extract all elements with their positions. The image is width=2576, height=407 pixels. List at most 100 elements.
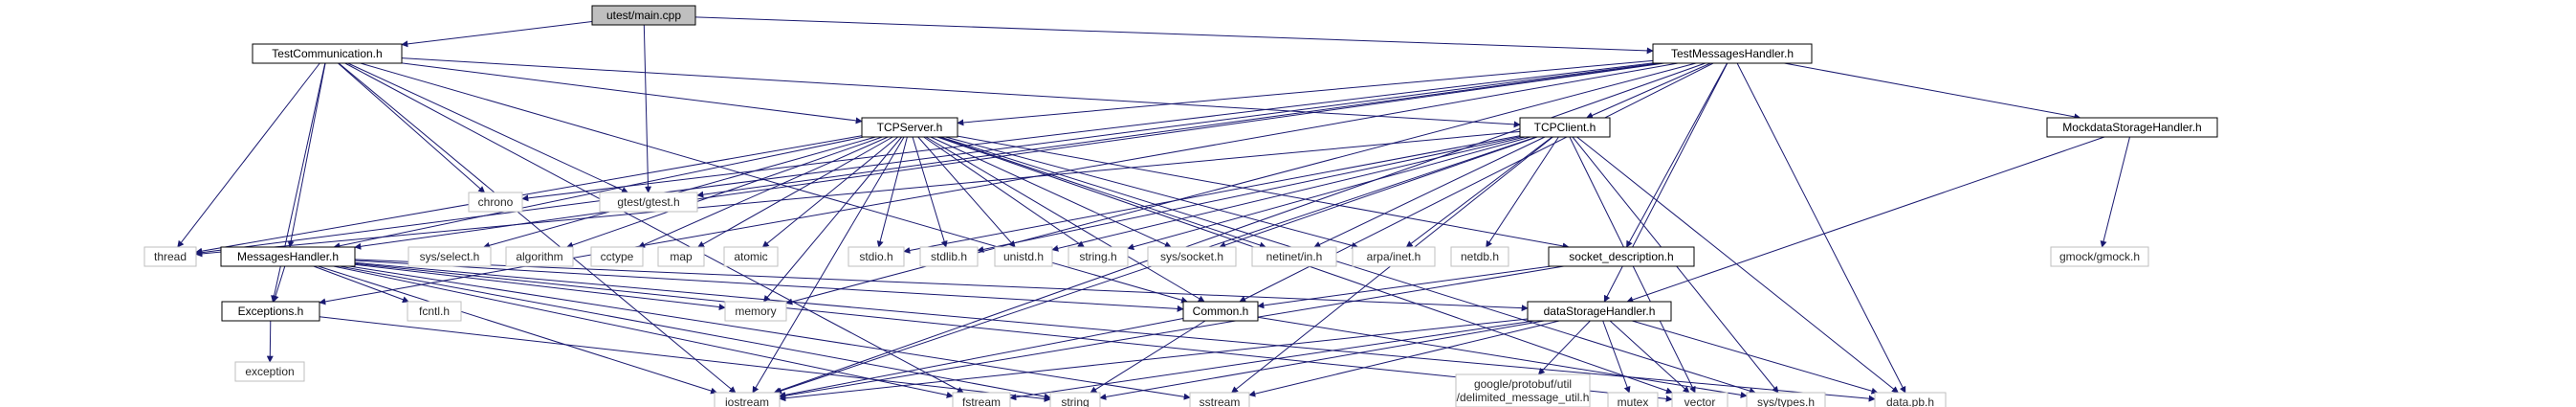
node-socketdesc[interactable]: socket_description.h — [1548, 246, 1695, 267]
node-box-tcpserver — [861, 117, 958, 138]
node-box-atomic — [723, 246, 779, 267]
node-testmsg[interactable]: TestMessagesHandler.h — [1652, 43, 1813, 64]
node-box-fcntl — [407, 301, 462, 322]
node-cctype: cctype — [590, 246, 644, 267]
node-label-arpainet: arpa/inet.h — [1367, 250, 1421, 263]
edge-tcpserver-to-socketdesc — [957, 135, 1570, 250]
node-box-exceptions — [221, 301, 320, 322]
node-common[interactable]: Common.h — [1182, 301, 1259, 322]
edge-tcpserver-to-iostream — [752, 136, 905, 394]
edge-datastorage-to-fstream — [1009, 320, 1535, 401]
edge-datastorage-to-mutex — [1602, 320, 1631, 394]
edge-testmsg-to-tcpserver — [957, 59, 1654, 126]
edge-tcpserver-to-memory — [762, 136, 902, 303]
node-systypes: sys/types.h — [1746, 392, 1826, 407]
node-testcomm[interactable]: TestCommunication.h — [252, 43, 403, 64]
edge-main-to-gtest — [643, 24, 652, 193]
node-label-common: Common.h — [1193, 305, 1249, 318]
node-box-datapb — [1874, 392, 1947, 407]
node-string_h: string.h — [1068, 246, 1129, 267]
node-label-iostream: iostream — [725, 396, 769, 407]
node-thread: thread — [143, 246, 197, 267]
edge-tcpserver-to-msghandler — [333, 136, 865, 250]
node-atomic: atomic — [723, 246, 779, 267]
node-label-algorithm: algorithm — [516, 250, 562, 263]
node-box-main — [591, 5, 696, 26]
edge-testcomm-to-fstream — [344, 62, 964, 394]
node-box-msghandler — [220, 246, 356, 267]
node-label-stdlib: stdlib.h — [931, 250, 967, 263]
node-box-sstream — [1189, 392, 1250, 407]
node-map: map — [657, 246, 705, 267]
node-label-mutex: mutex — [1618, 396, 1649, 407]
node-label-testcomm: TestCommunication.h — [272, 47, 382, 60]
node-main[interactable]: utest/main.cpp — [591, 5, 696, 26]
node-box-exception — [234, 361, 305, 382]
node-box-testcomm — [252, 43, 403, 64]
edge-testmsg-to-datapb — [1736, 62, 1906, 394]
node-box-netdb — [1450, 246, 1509, 267]
edge-testcomm-to-tcpserver — [401, 62, 863, 124]
node-label-systypes: sys/types.h — [1757, 396, 1815, 407]
node-label-sstream: sstream — [1200, 396, 1241, 407]
edge-testcomm-to-chrono — [338, 62, 486, 193]
edge-datastorage-to-datapb — [1632, 320, 1879, 395]
edge-msghandler-to-vector — [354, 262, 1673, 402]
edge-msghandler-to-fstream — [333, 265, 954, 398]
node-label-map: map — [670, 250, 693, 263]
node-label-datapb: data.pb.h — [1886, 396, 1934, 407]
node-label-sysselect: sys/select.h — [420, 250, 480, 263]
node-datastorage[interactable]: dataStorageHandler.h — [1527, 301, 1672, 322]
node-box-sysselect — [407, 246, 492, 267]
node-label-msghandler: MessagesHandler.h — [237, 250, 339, 263]
edge-tcpclient-to-thread — [195, 130, 1521, 258]
node-box-algorithm — [505, 246, 574, 267]
edge-testmsg-to-gtest — [696, 62, 1662, 198]
edge-tcpclient-to-stdlib — [977, 136, 1521, 253]
node-label-netdb: netdb.h — [1461, 250, 1499, 263]
edge-main-to-testmsg — [694, 16, 1654, 55]
edge-tcpclient-to-arpainet — [1405, 136, 1553, 248]
edge-msghandler-to-sstream — [349, 265, 1191, 400]
edge-msghandler-to-exceptions — [272, 265, 286, 303]
node-exceptions[interactable]: Exceptions.h — [221, 301, 320, 322]
node-datapb: data.pb.h — [1874, 392, 1947, 407]
node-tcpclient[interactable]: TCPClient.h — [1519, 117, 1611, 138]
node-label-unistd: unistd.h — [1003, 250, 1044, 263]
node-gmock: gmock/gmock.h — [2050, 246, 2149, 267]
edge-testcomm-to-gtest — [347, 62, 628, 193]
node-box-map — [657, 246, 705, 267]
edge-tcpclient-to-stdio — [903, 135, 1521, 254]
node-label-netinet: netinet/in.h — [1266, 250, 1323, 263]
node-label-exceptions: Exceptions.h — [238, 305, 304, 318]
node-protobuf: google/protobuf/util/delimited_message_u… — [1455, 373, 1591, 407]
node-box-vector — [1671, 392, 1728, 407]
node-stdlib: stdlib.h — [919, 246, 979, 267]
edge-tcpserver-to-netinet — [937, 136, 1266, 249]
edge-msghandler-to-common — [354, 260, 1184, 312]
node-label-vector: vector — [1684, 396, 1716, 407]
node-box-unistd — [994, 246, 1053, 267]
edge-testmsg-to-chrono — [521, 62, 1654, 202]
edge-datastorage-to-string — [1099, 320, 1545, 400]
edge-datastorage-to-vector — [1609, 320, 1690, 394]
edge-tcpclient-to-unistd — [1051, 136, 1526, 252]
node-msghandler[interactable]: MessagesHandler.h — [220, 246, 356, 267]
edge-tcpclient-to-string_h — [1127, 136, 1531, 251]
node-label-stdio: stdio.h — [859, 250, 892, 263]
node-label-fstream: fstream — [962, 396, 1001, 407]
node-algorithm: algorithm — [505, 246, 574, 267]
node-netinet: netinet/in.h — [1251, 246, 1337, 267]
node-label-atomic: atomic — [734, 250, 767, 263]
edge-testmsg-to-thread — [195, 62, 1660, 257]
node-unistd: unistd.h — [994, 246, 1053, 267]
node-label-protobuf: google/protobuf/util/delimited_message_u… — [1457, 377, 1590, 404]
node-tcpserver[interactable]: TCPServer.h — [861, 117, 958, 138]
edge-socketdesc-to-iostream — [779, 265, 1564, 399]
node-box-syssocket — [1147, 246, 1237, 267]
node-mockdata[interactable]: MockdataStorageHandler.h — [2046, 117, 2218, 138]
node-string: string — [1049, 392, 1101, 407]
node-box-mockdata — [2046, 117, 2218, 138]
edge-main-to-testcomm — [401, 21, 593, 48]
node-box-string_h — [1068, 246, 1129, 267]
